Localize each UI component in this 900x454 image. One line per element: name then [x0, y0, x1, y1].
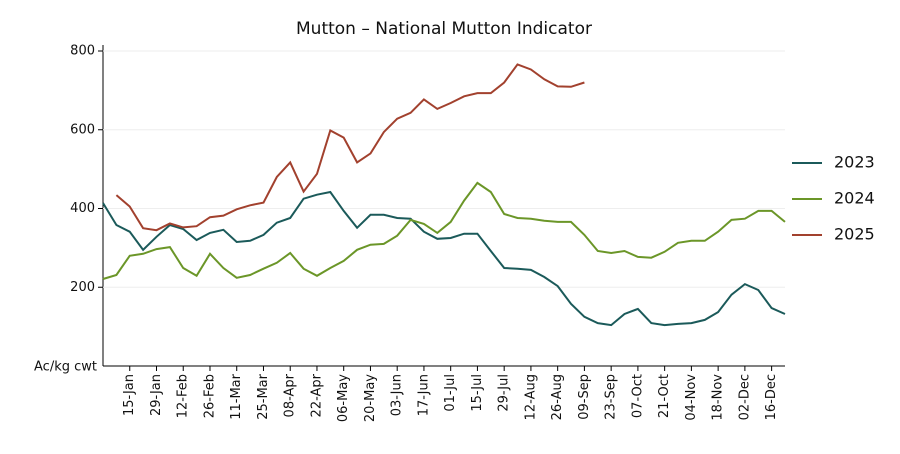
chart-title: Mutton – National Mutton Indicator — [296, 19, 592, 39]
x-tick-label: 12-Feb — [176, 374, 191, 418]
x-tick-label: 16-Dec — [764, 374, 779, 420]
y-tick-label: 600 — [70, 122, 95, 137]
x-tick-label: 09-Sep — [577, 374, 592, 420]
x-tick-label: 26-Aug — [550, 374, 565, 420]
x-tick-label: 15-Jan — [122, 374, 137, 416]
x-tick-label: 17-Jun — [416, 374, 431, 416]
legend-label: 2025 — [834, 225, 875, 244]
x-tick-label: 20-May — [363, 374, 378, 422]
x-tick-label: 26-Feb — [202, 374, 217, 418]
x-tick-label: 18-Nov — [711, 374, 726, 421]
x-tick-label: 23-Sep — [604, 374, 619, 420]
y-tick-label: 200 — [70, 280, 95, 295]
x-tick-label: 03-Jun — [390, 374, 405, 416]
legend-label: 2024 — [834, 189, 875, 208]
y-tick-label: 800 — [70, 44, 95, 59]
x-tick-label: 02-Dec — [737, 374, 752, 420]
x-tick-label: 21-Oct — [657, 374, 672, 418]
x-tick-label: 29-Jul — [497, 374, 512, 412]
y-axis-label: Ac/kg cwt — [34, 360, 97, 375]
x-tick-label: 25-Mar — [256, 373, 271, 419]
series-line — [115, 63, 585, 232]
x-tick-label: 06-May — [336, 374, 351, 422]
x-tick-label: 22-Apr — [309, 373, 324, 417]
x-tick-label: 29-Jan — [149, 374, 164, 416]
x-tick-label: 12-Aug — [523, 374, 538, 420]
x-tick-label: 01-Jul — [443, 374, 458, 412]
series-line — [102, 181, 786, 280]
x-tick-label: 11-Mar — [229, 373, 244, 419]
x-tick-label: 04-Nov — [684, 374, 699, 421]
y-tick-label: 400 — [70, 201, 95, 216]
legend-label: 2023 — [834, 153, 875, 172]
x-tick-label: 08-Apr — [283, 373, 298, 417]
x-tick-label: 07-Oct — [630, 374, 645, 418]
x-tick-label: 15-Jul — [470, 374, 485, 412]
series-line — [102, 190, 786, 327]
